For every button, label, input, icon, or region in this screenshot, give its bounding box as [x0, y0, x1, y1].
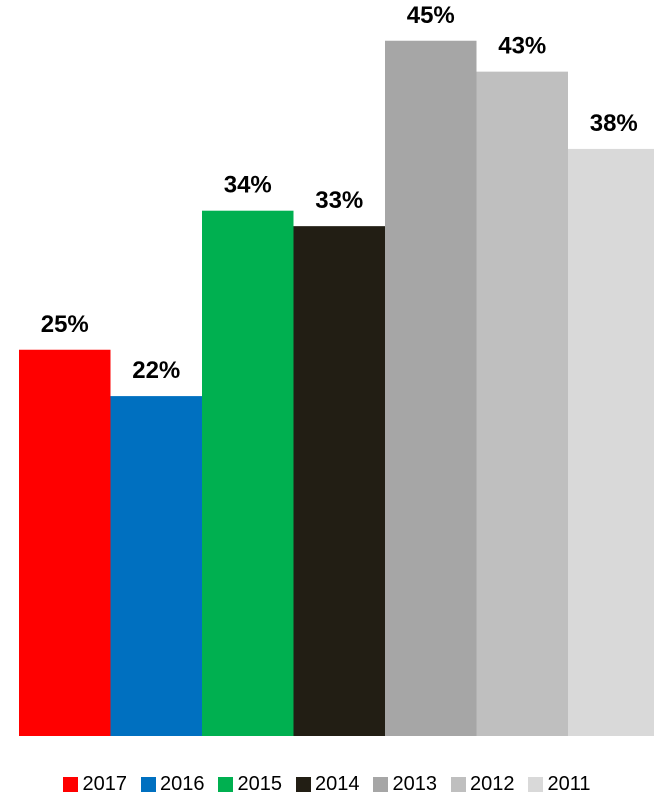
legend-item-2016: 2016 — [140, 773, 205, 795]
bar-2014 — [293, 226, 385, 736]
bar-2017 — [19, 349, 111, 736]
data-label-2016: 22% — [132, 357, 180, 384]
data-label-2012: 43% — [498, 33, 546, 60]
bar-2016 — [110, 396, 202, 736]
legend-swatch — [528, 776, 544, 792]
legend-swatch — [218, 776, 234, 792]
bars-group — [19, 40, 654, 736]
data-label-2014: 33% — [315, 187, 363, 214]
legend-item-2011: 2011 — [528, 773, 591, 795]
legend-swatch — [140, 776, 156, 792]
bar-2015 — [202, 210, 294, 736]
legend-swatch — [373, 776, 389, 792]
legend: 2017 2016 2015 2014 2013 2012 2011 — [0, 772, 654, 796]
legend-swatch — [63, 776, 79, 792]
legend-item-2014: 2014 — [295, 773, 360, 795]
bar-2013 — [385, 40, 477, 736]
legend-swatch — [450, 776, 466, 792]
legend-label: 2013 — [392, 773, 437, 795]
bar-2012 — [476, 71, 568, 736]
data-labels-group: 25% 22% 34% 33% 45% 43% 38% — [41, 2, 638, 384]
legend-item-2012: 2012 — [450, 773, 515, 795]
bar-2011 — [568, 148, 654, 736]
data-label-2015: 34% — [224, 172, 272, 199]
legend-item-2015: 2015 — [218, 774, 282, 794]
legend-label: 2012 — [469, 773, 515, 795]
legend-label: 2016 — [159, 773, 205, 795]
legend-label: 2017 — [82, 773, 127, 795]
legend-label: 2014 — [314, 773, 360, 795]
legend-label: 2011 — [547, 773, 591, 795]
legend-item-2017: 2017 — [63, 774, 127, 794]
data-label-2013: 45% — [407, 2, 455, 29]
legend-item-2013: 2013 — [373, 774, 437, 794]
bar-chart: 25% 22% 34% 33% 45% 43% 38% — [19, 2, 654, 736]
data-label-2011: 38% — [590, 110, 638, 137]
data-label-2017: 25% — [41, 311, 89, 338]
legend-swatch — [295, 776, 311, 792]
legend-label: 2015 — [237, 773, 282, 795]
